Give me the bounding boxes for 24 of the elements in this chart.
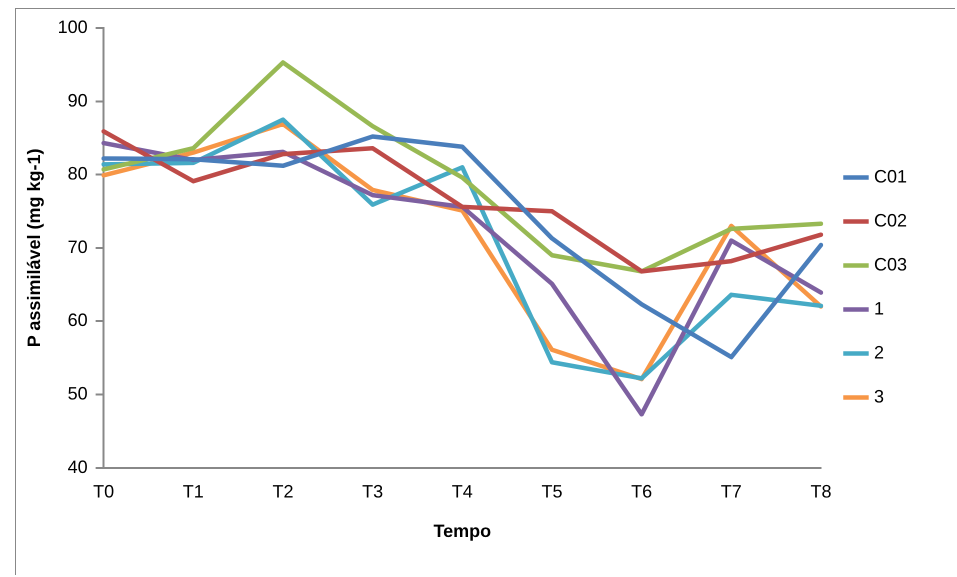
- x-tick-label: T4: [452, 482, 473, 502]
- x-axis-title: Tempo: [433, 521, 492, 542]
- legend-label: C03: [874, 254, 908, 274]
- x-tick-label: T5: [541, 482, 562, 502]
- legend-label: 1: [874, 298, 884, 318]
- y-tick-label: 80: [68, 164, 88, 184]
- legend-label: C01: [874, 166, 908, 186]
- x-tick-label: T7: [720, 482, 742, 502]
- y-tick-label: 60: [68, 310, 88, 330]
- x-tick-label: T2: [272, 482, 294, 502]
- y-tick-label: 90: [68, 90, 88, 110]
- x-tick-label: T6: [631, 482, 652, 502]
- y-tick-label: 100: [58, 16, 88, 37]
- x-tick-label: T3: [362, 482, 384, 502]
- legend-label: C02: [874, 210, 908, 230]
- x-tick-label: T8: [810, 482, 832, 502]
- x-tick-label: T0: [93, 482, 114, 502]
- legend-label: 3: [874, 386, 884, 406]
- y-tick-label: 50: [68, 383, 88, 404]
- y-axis-title: P assimilável (mg kg-1): [24, 148, 44, 348]
- y-tick-label: 70: [68, 236, 88, 257]
- x-tick-label: T1: [182, 482, 204, 502]
- y-tick-label: 40: [68, 456, 88, 477]
- legend-label: 2: [874, 342, 884, 362]
